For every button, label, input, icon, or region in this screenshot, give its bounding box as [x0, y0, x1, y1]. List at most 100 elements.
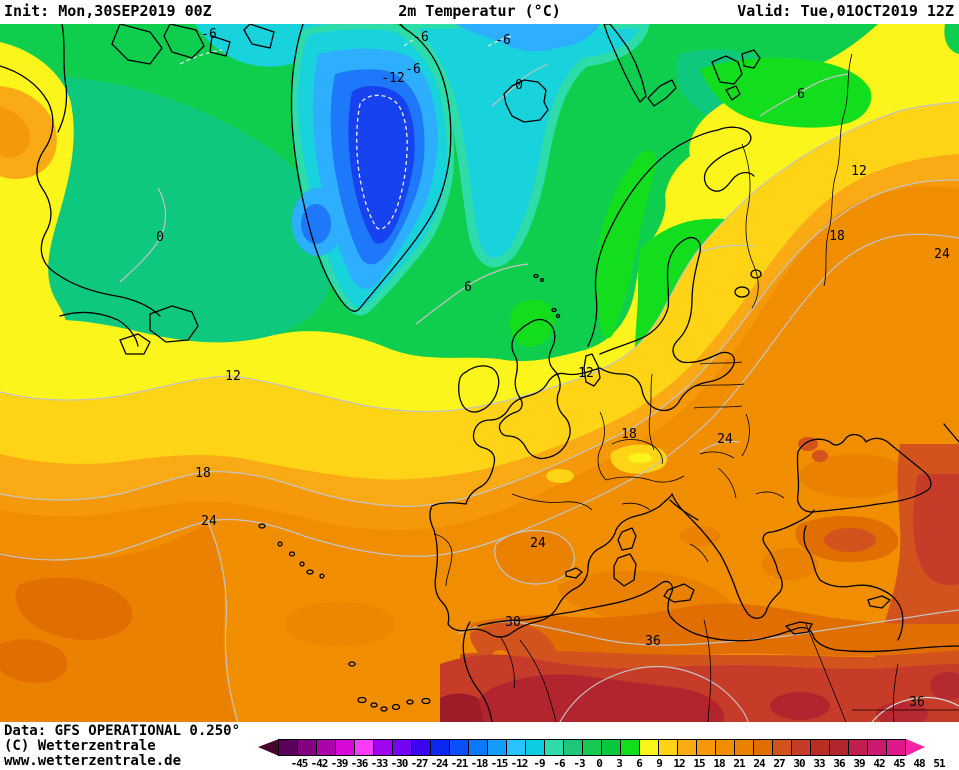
colorbar-cell [810, 739, 830, 756]
colorbar-tick: 18 [713, 757, 725, 770]
contour-label: 0 [515, 78, 523, 93]
init-label: Init: [4, 2, 50, 20]
colorbar-tick: 9 [656, 757, 663, 770]
contour-label: 24 [717, 432, 733, 447]
contour-label: 36 [645, 634, 661, 649]
colorbar-cell [772, 739, 792, 756]
colorbar-cell [620, 739, 640, 756]
colorbar-cell [525, 739, 545, 756]
contour-label: 12 [851, 164, 867, 179]
colorbar-cell [658, 739, 678, 756]
colorbar-tick: 45 [893, 757, 905, 770]
contour-lines [0, 33, 959, 722]
colorbar-tick: -6 [553, 757, 565, 770]
colorbar-tick: 15 [693, 757, 705, 770]
colorbar-cell [886, 739, 906, 756]
contour-label: 30 [505, 615, 521, 630]
colorbar-tick: -21 [450, 757, 469, 770]
colorbar-cell [848, 739, 868, 756]
colorbar-cell [677, 739, 697, 756]
colorbar-cells [258, 739, 925, 756]
temperature-fill [0, 24, 959, 722]
contour-label: 12 [225, 369, 241, 384]
colorbar-cell [544, 739, 564, 756]
valid-value: Tue,01OCT2019 12Z [800, 2, 954, 20]
contour-label: 18 [195, 466, 211, 481]
valid-label: Valid: [737, 2, 792, 20]
colorbar-cell [430, 739, 450, 756]
colorbar-tick: 24 [753, 757, 765, 770]
contour-label: 12 [578, 366, 594, 381]
colorbar-cell [468, 739, 488, 756]
colorbar-cell [392, 739, 412, 756]
colorbar-tick: -12 [510, 757, 529, 770]
contour-label: 18 [829, 229, 845, 244]
contour-label: 18 [621, 427, 637, 442]
copyright: (C) Wetterzentrale [4, 738, 156, 754]
colorbar-tick: 0 [596, 757, 603, 770]
colorbar-tick: 42 [873, 757, 885, 770]
colorbar-cell [278, 739, 298, 756]
country-borders [433, 53, 959, 722]
contour-label: -6 [405, 62, 421, 77]
colorbar-cell [753, 739, 773, 756]
colorbar-cell [506, 739, 526, 756]
contour-label: 36 [909, 695, 925, 710]
colorbar-cell [715, 739, 735, 756]
contour-label: -6 [495, 33, 511, 48]
colorbar-cell [297, 739, 317, 756]
colorbar-cell [867, 739, 887, 756]
colorbar-cell [582, 739, 602, 756]
contour-label: 24 [201, 514, 217, 529]
colorbar-right-arrow [906, 739, 925, 756]
colorbar-tick: -33 [370, 757, 389, 770]
colorbar-tick: -24 [430, 757, 449, 770]
colorbar-tick: -18 [470, 757, 489, 770]
coastlines [0, 24, 959, 722]
map-title: 2m Temperatur (°C) [398, 2, 561, 20]
colorbar-cell [316, 739, 336, 756]
colorbar-tick: -39 [330, 757, 349, 770]
colorbar-tick: -9 [533, 757, 545, 770]
colorbar-tick: -15 [490, 757, 509, 770]
contour-label: -6 [201, 27, 217, 42]
init-value: Mon,30SEP2019 00Z [58, 2, 212, 20]
colorbar-tick: 6 [636, 757, 643, 770]
colorbar-tick: 30 [793, 757, 805, 770]
valid-time: Valid: Tue,01OCT2019 12Z [737, 2, 954, 20]
contour-label: 24 [530, 536, 546, 551]
init-time: Init: Mon,30SEP2019 00Z [4, 2, 212, 20]
colorbar-left-arrow [258, 739, 279, 756]
colorbar-cell [487, 739, 507, 756]
colorbar-tick: -36 [350, 757, 369, 770]
colorbar-tick: -42 [310, 757, 329, 770]
colorbar-tick: 33 [813, 757, 825, 770]
temperature-colorbar: -45 -42 -39 -36 -33 -30 -27 -24 -21 -18 -15 -12 -9 -6… [258, 739, 958, 770]
colorbar-cell [373, 739, 393, 756]
colorbar-tick: 12 [673, 757, 685, 770]
colorbar-cell [829, 739, 849, 756]
colorbar-tick: 51 [933, 757, 945, 770]
contour-label: -12 [381, 71, 404, 86]
contour-label: -6 [413, 30, 429, 45]
colorbar-cell [696, 739, 716, 756]
colorbar-cell [639, 739, 659, 756]
colorbar-cell [791, 739, 811, 756]
colorbar-cell [335, 739, 355, 756]
colorbar-tick: -3 [573, 757, 585, 770]
contour-label: 6 [464, 280, 472, 295]
colorbar-tick: -45 [290, 757, 309, 770]
contour-label: 6 [797, 87, 805, 102]
colorbar-cell [354, 739, 374, 756]
colorbar-tick: -30 [390, 757, 409, 770]
contour-label: 0 [156, 230, 164, 245]
colorbar-cell [411, 739, 431, 756]
colorbar-tick: 3 [616, 757, 623, 770]
colorbar-tick: 39 [853, 757, 865, 770]
colorbar-cell [734, 739, 754, 756]
colorbar-tick: 36 [833, 757, 845, 770]
colorbar-tick: 48 [913, 757, 925, 770]
